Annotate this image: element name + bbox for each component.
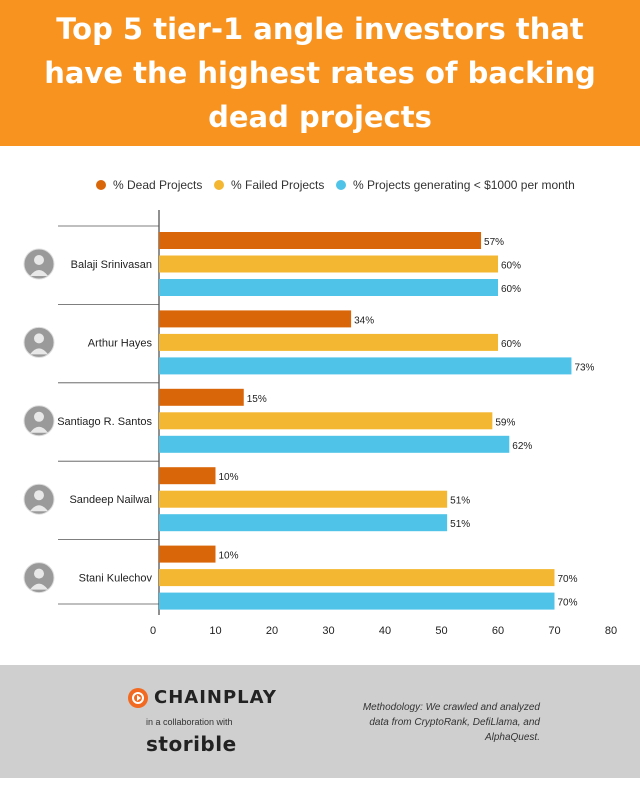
bar-value-label: 10% xyxy=(219,472,239,483)
x-tick-label: 20 xyxy=(266,625,278,637)
avatar-head-shape xyxy=(34,333,44,344)
bar xyxy=(159,490,448,508)
bar-value-label: 10% xyxy=(219,551,239,562)
avatar-body-shape xyxy=(30,583,48,590)
bar-value-label: 60% xyxy=(501,284,521,295)
title-banner: Top 5 tier-1 angle investors that have t… xyxy=(0,0,640,146)
bar xyxy=(159,357,572,375)
bar-value-label: 51% xyxy=(450,519,470,530)
legend-item-dead: % Dead Projects xyxy=(96,178,202,192)
avatar-body-shape xyxy=(30,426,48,433)
legend-item-failed: % Failed Projects xyxy=(214,178,324,192)
category-label: Stani Kulechov xyxy=(79,573,153,585)
bar xyxy=(159,514,448,532)
bar-value-label: 51% xyxy=(450,496,470,507)
bar xyxy=(159,569,555,587)
x-tick-label: 30 xyxy=(322,625,334,637)
category-label: Santiago R. Santos xyxy=(57,416,152,428)
legend-label-failed: % Failed Projects xyxy=(231,178,325,192)
x-tick-label: 60 xyxy=(492,625,504,637)
bar xyxy=(159,412,493,430)
bar-value-label: 70% xyxy=(558,598,578,609)
category-label: Arthur Hayes xyxy=(88,337,153,349)
bar xyxy=(159,255,498,273)
chainplay-icon xyxy=(128,687,148,708)
bar xyxy=(159,232,482,249)
brand-name: CHAINPLAY xyxy=(154,687,277,708)
bar xyxy=(159,310,352,328)
avatar-head-shape xyxy=(34,490,44,501)
bar-value-label: 73% xyxy=(574,362,594,373)
bar xyxy=(159,279,498,296)
category-label: Sandeep Nailwal xyxy=(69,494,152,506)
methodology-note: Methodology: We crawled and analyzed dat… xyxy=(362,702,540,743)
x-tick-label: 80 xyxy=(605,625,617,637)
bar-value-label: 60% xyxy=(501,261,521,272)
legend-item-low-revenue: % Projects generating < $1000 per month xyxy=(336,178,575,192)
x-tick-label: 50 xyxy=(435,625,447,637)
chainplay-logo: CHAINPLAY xyxy=(128,687,277,708)
bar xyxy=(159,388,244,406)
bar xyxy=(159,592,555,610)
bar-chart: Balaji Srinivasan 57% 60% 60% Arthur Hayes 34… xyxy=(23,210,617,637)
collab-text: in a collaboration with xyxy=(146,717,233,727)
x-tick-label: 40 xyxy=(379,625,391,637)
bar-value-label: 59% xyxy=(495,417,515,428)
bar-value-label: 70% xyxy=(558,574,578,585)
legend-dot-low-revenue xyxy=(336,180,346,190)
bar-value-label: 34% xyxy=(354,315,374,326)
bar xyxy=(159,435,510,453)
category-label: Balaji Srinivasan xyxy=(71,259,152,271)
legend-label-dead: % Dead Projects xyxy=(113,178,203,192)
legend-label-low-revenue: % Projects generating < $1000 per month xyxy=(353,178,575,192)
page-title: Top 5 tier-1 angle investors that have t… xyxy=(44,12,596,134)
footer: CHAINPLAY in a collaboration with storib… xyxy=(0,665,640,778)
chart-legend: % Dead Projects % Failed Projects % Proj… xyxy=(0,178,640,198)
bar xyxy=(159,333,498,351)
legend-dot-dead xyxy=(96,180,106,190)
avatar-head-shape xyxy=(34,568,44,579)
bar-value-label: 60% xyxy=(501,339,521,350)
x-tick-label: 70 xyxy=(548,625,560,637)
avatar-body-shape xyxy=(30,270,48,276)
avatar-body-shape xyxy=(30,348,48,355)
x-tick-label: 0 xyxy=(150,625,156,637)
bar xyxy=(159,467,216,485)
avatar-head-shape xyxy=(34,255,44,265)
avatar-body-shape xyxy=(30,505,48,512)
avatar-head-shape xyxy=(34,411,44,422)
bar-value-label: 57% xyxy=(484,237,504,248)
bar-value-label: 15% xyxy=(247,394,267,405)
bar xyxy=(159,545,216,563)
x-tick-label: 10 xyxy=(209,625,221,637)
legend-dot-failed xyxy=(214,180,224,190)
partner-logo: storible xyxy=(146,732,237,756)
bar-value-label: 62% xyxy=(512,441,532,452)
